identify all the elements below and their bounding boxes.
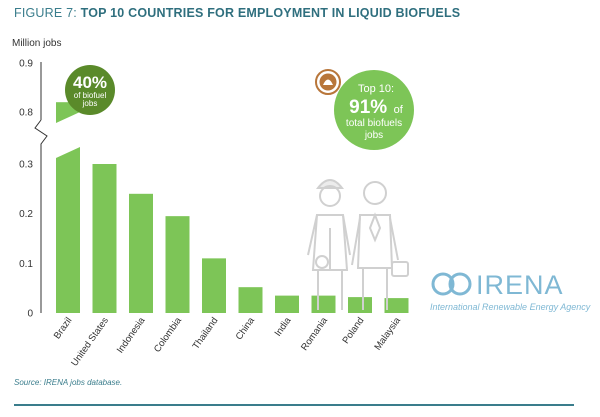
callout-91-of: of bbox=[394, 104, 404, 116]
callout-40-line2: jobs bbox=[82, 99, 98, 108]
worker-man-illustration bbox=[351, 181, 409, 310]
category-label: Indonesia bbox=[115, 315, 148, 356]
figure-heading: TOP 10 COUNTRIES FOR EMPLOYMENT IN LIQUI… bbox=[80, 6, 461, 20]
bar-malaysia bbox=[384, 298, 409, 313]
figure-number: FIGURE 7: bbox=[14, 6, 77, 20]
category-label: Brazil bbox=[52, 315, 75, 341]
y-axis-unit-label: Million jobs bbox=[12, 38, 62, 49]
irena-tagline: International Renewable Energy Agency bbox=[430, 302, 591, 312]
callout-40-value: 40% bbox=[73, 73, 107, 92]
bar-india bbox=[275, 295, 299, 313]
bar-poland bbox=[348, 297, 372, 313]
bar-china bbox=[238, 287, 263, 313]
callout-91-percent: Top 10: 91% of total biofuels jobs bbox=[315, 69, 414, 150]
figure-title: FIGURE 7: TOP 10 COUNTRIES FOR EMPLOYMEN… bbox=[14, 6, 460, 20]
source-note: Source: IRENA jobs database. bbox=[14, 378, 123, 387]
axis-break-mark bbox=[34, 119, 48, 150]
bar-indonesia bbox=[129, 193, 153, 313]
irena-ring-icon-1 bbox=[431, 272, 455, 296]
category-label: Malaysia bbox=[372, 315, 403, 353]
callout-40-line1: of biofuel bbox=[74, 91, 107, 100]
svg-text:91% of: 91% of bbox=[349, 97, 404, 118]
worker-woman-illustration bbox=[307, 179, 351, 310]
y-tick-label: 0.9 bbox=[19, 59, 33, 70]
category-label: India bbox=[273, 315, 294, 339]
y-tick-label: 0.8 bbox=[19, 108, 33, 119]
bar-romania bbox=[311, 295, 336, 313]
irena-ring-icon-2 bbox=[448, 272, 472, 296]
y-tick-label: 0 bbox=[27, 309, 33, 320]
bar-break-gap bbox=[56, 112, 80, 158]
y-tick-label: 0.1 bbox=[19, 259, 33, 270]
callout-40-percent: 40% of biofuel jobs bbox=[65, 65, 115, 115]
biofuel-leaf-icon bbox=[323, 79, 333, 85]
category-label: United States bbox=[69, 315, 111, 368]
category-label: Thailand bbox=[191, 315, 221, 351]
y-tick-label: 0.2 bbox=[19, 209, 33, 220]
callout-91-line3: jobs bbox=[364, 130, 383, 141]
callout-91-value: 91% bbox=[349, 97, 387, 118]
irena-brand-name: IRENA bbox=[476, 270, 564, 300]
bar-thailand bbox=[202, 258, 226, 313]
y-tick-label: 0.3 bbox=[19, 160, 33, 171]
category-label: Colombia bbox=[152, 315, 184, 355]
bar-colombia bbox=[165, 216, 190, 313]
callout-91-line1: Top 10: bbox=[358, 83, 394, 95]
callout-91-line2: total biofuels bbox=[346, 118, 402, 129]
category-label: China bbox=[234, 315, 258, 342]
category-label: Romania bbox=[299, 315, 330, 353]
irena-logo: IRENA International Renewable Energy Age… bbox=[430, 270, 591, 312]
bar-united-states bbox=[92, 164, 117, 313]
category-label: Poland bbox=[340, 315, 366, 346]
bottom-rule bbox=[14, 404, 574, 406]
